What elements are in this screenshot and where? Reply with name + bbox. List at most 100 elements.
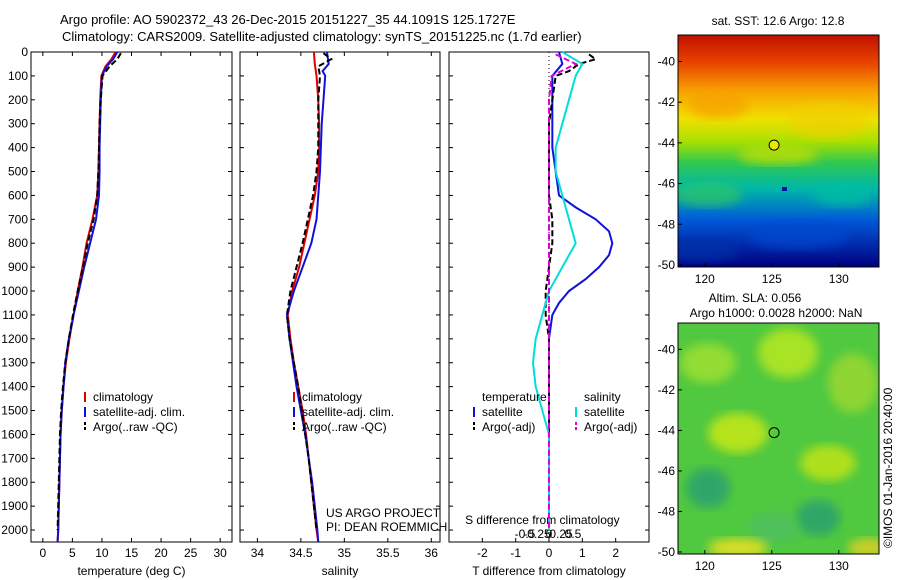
x-tick-label: 125	[762, 272, 782, 286]
x-tick-label: 35	[338, 546, 352, 560]
y-tick-label: -42	[658, 95, 676, 109]
chart-title-line2: Climatology: CARS2009. Satellite-adjuste…	[62, 29, 582, 44]
sla-texture	[686, 468, 730, 508]
y-tick-label: -44	[658, 423, 676, 437]
x-tick-label: 120	[695, 559, 715, 573]
x-tick-label: 0	[546, 546, 553, 560]
s-tick-label: 0	[546, 527, 553, 541]
x-tick-label: -2	[477, 546, 488, 560]
x-tick-label: 10	[95, 546, 109, 560]
legend-label: satellite-adj. clim.	[302, 405, 394, 419]
y-tick-label: 1400	[1, 380, 28, 394]
series-line	[56, 51, 117, 543]
x-axis-label: salinity	[322, 564, 359, 578]
sst-texture	[813, 183, 873, 207]
y-tick-label: 500	[8, 165, 28, 179]
sst-texture	[788, 102, 868, 138]
sst-texture	[748, 221, 848, 249]
x-tick-label: 5	[69, 546, 76, 560]
y-tick-label: 600	[8, 188, 28, 202]
x-tick-label: 120	[695, 272, 715, 286]
sst-texture	[678, 183, 743, 207]
imos-credit: ©IMOS 01-Jan-2016 20:40:00	[881, 387, 895, 548]
sla-texture	[748, 512, 798, 544]
plot-frame	[30, 51, 233, 543]
x-tick-label: 2	[612, 546, 619, 560]
y-tick-label: -46	[658, 464, 676, 478]
legend-label: Argo(..raw -QC)	[93, 420, 178, 434]
y-tick-label: -40	[658, 342, 676, 356]
sla-map-title-line2: Argo h1000: 0.0028 h2000: NaN	[690, 306, 863, 320]
y-tick-label: 1500	[1, 404, 28, 418]
y-tick-label: -48	[658, 504, 676, 518]
legend-label: satellite	[482, 405, 523, 419]
y-tick-label: 800	[8, 236, 28, 250]
y-tick-label: 2000	[1, 523, 28, 537]
sst-map-title: sat. SST: 12.6 Argo: 12.8	[712, 14, 845, 28]
sst-texture	[688, 91, 748, 119]
sla-texture	[796, 500, 840, 536]
y-tick-label: 1100	[2, 308, 28, 322]
legend-label: climatology	[302, 390, 362, 404]
y-tick-label: 200	[8, 93, 28, 107]
x-tick-label: 130	[829, 272, 849, 286]
y-tick-label: 1300	[1, 356, 28, 370]
x-tick-label: 35.5	[376, 546, 400, 560]
argo-marker	[768, 427, 780, 439]
y-tick-label: 1700	[1, 451, 28, 465]
y-tick-label: -50	[658, 545, 676, 559]
legend-label: Argo(-adj)	[482, 420, 535, 434]
sla-texture	[800, 445, 856, 481]
sla-texture	[708, 413, 768, 453]
sla-texture	[680, 343, 736, 383]
annotation-text: PI: DEAN ROEMMICH	[326, 520, 447, 534]
series-line	[56, 52, 122, 531]
sla-texture	[758, 328, 818, 378]
x-tick-label: 130	[829, 559, 849, 573]
y-tick-label: 0	[21, 45, 28, 59]
y-tick-label: -50	[658, 258, 676, 272]
panel-salinity: 34 34.5 35 35.5 36 salinity climatologysatelli…	[239, 51, 447, 578]
y-tick-label: -40	[658, 54, 676, 68]
s-tick-label: 0.5	[565, 527, 582, 541]
map-frame	[677, 34, 880, 268]
y-tick-label: 700	[8, 212, 28, 226]
series-line	[285, 52, 334, 531]
sla-map-title-line1: Altim. SLA: 0.056	[709, 291, 802, 305]
legend-label: Argo(-adj)	[584, 420, 637, 434]
y-tick-label: 1900	[1, 499, 28, 513]
panel-temperature: 0100200300400500600700800900100011001200…	[1, 45, 233, 578]
series-line	[56, 51, 119, 543]
map-sst_map: 120 125 130 -40 -42 -44 -46 -48 -50	[658, 34, 880, 286]
y-tick-label: 1000	[1, 284, 28, 298]
legend-label: satellite	[584, 405, 625, 419]
map-sla_map: 120 125 130 -40 -42 -44 -46 -48 -50	[658, 322, 880, 573]
y-tick-label: 1800	[1, 475, 28, 489]
x-tick-label: -1	[510, 546, 521, 560]
x-tick-label: 125	[762, 559, 782, 573]
series-line	[548, 53, 578, 531]
legend-label: climatology	[93, 390, 153, 404]
s-tick-label: -0.25	[523, 527, 551, 541]
legend-label: salinity	[584, 390, 621, 404]
map-image	[678, 35, 879, 267]
series-line	[531, 51, 584, 531]
s-tick-label: -0.5	[515, 527, 536, 541]
y-tick-label: 100	[8, 69, 28, 83]
x-tick-label: 34.5	[289, 546, 313, 560]
y-tick-label: -44	[658, 136, 676, 150]
x-tick-label: 15	[125, 546, 139, 560]
s-axis-label: S difference from climatology	[465, 513, 620, 527]
y-tick-label: -48	[658, 217, 676, 231]
legend-label: satellite-adj. clim.	[93, 405, 185, 419]
x-tick-label: 34	[251, 546, 265, 560]
y-tick-label: 400	[8, 141, 28, 155]
y-tick-label: 1200	[1, 332, 28, 346]
y-tick-label: 900	[8, 260, 28, 274]
t-axis-label: T difference from climatology	[472, 564, 626, 578]
map-image	[678, 323, 879, 554]
legend-label: temperature	[482, 390, 547, 404]
plot-frame	[239, 51, 441, 543]
